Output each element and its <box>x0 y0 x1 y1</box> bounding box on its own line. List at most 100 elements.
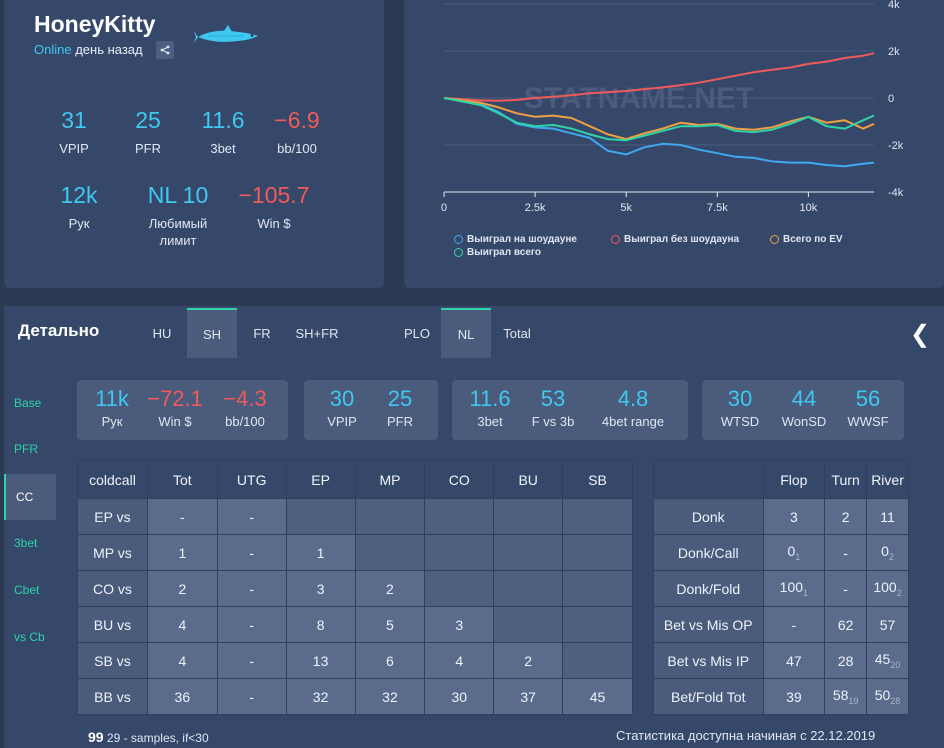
legend-dot-icon <box>611 235 620 244</box>
x-tick-label: 7.5k <box>707 202 728 214</box>
legend-no-showdown[interactable]: Выиграл без шоудауна <box>611 234 739 245</box>
tab-nl[interactable]: NL <box>441 308 491 358</box>
cell-value: Bet vs Mis IP <box>667 652 750 669</box>
table-cell: 6 <box>354 642 426 679</box>
legend-total[interactable]: Выиграл всего <box>454 247 541 258</box>
table-row: SB vs 4-13 6 4 2 <box>77 642 633 679</box>
side-nav-base[interactable]: Base <box>14 396 42 410</box>
series-line <box>443 52 875 102</box>
side-nav-3bet[interactable]: 3bet <box>14 536 38 550</box>
stat-label: Рук <box>68 216 90 231</box>
row-label: Donk/Fold <box>653 570 764 607</box>
side-nav-cbet[interactable]: Cbet <box>14 583 40 597</box>
table-row: EP vs - - <box>77 498 633 535</box>
column-header: CO <box>424 460 495 499</box>
tab-plo[interactable]: PLO <box>403 325 430 341</box>
stat-group-3bet: 11.6 3bet 53 F vs 3b 4.8 4bet range <box>452 380 688 440</box>
cell-value: 100 <box>779 579 804 596</box>
side-nav-vs-cb[interactable]: vs Cb <box>14 630 45 644</box>
stat-label: bb/100 <box>225 414 265 429</box>
table-cell: 02 <box>866 534 909 571</box>
samples-value: 99 <box>88 729 104 745</box>
cell-value: Bet vs Mis OP <box>663 616 753 633</box>
graph-card: 4k 2k 0 -2k -4k 0 2.5k 5k 7.5k 10k STATNAME.NET Вы… <box>404 0 944 288</box>
fish-icon <box>194 25 258 43</box>
side-nav-pfr[interactable]: PFR <box>14 442 38 456</box>
table-cell: 3 <box>424 606 495 643</box>
stat-value: −4.3 <box>223 386 267 411</box>
stat-value: 25 <box>135 107 161 133</box>
table-cell <box>424 570 495 607</box>
table-header-row: coldcall Tot UTG EP MP CO BU SB <box>77 460 633 499</box>
cell-sample-count: 1 <box>795 551 801 562</box>
cell-sample-count: 28 <box>890 695 901 706</box>
stat-4bet-range: 4.8 4bet range <box>592 386 674 429</box>
side-nav-cc[interactable]: CC <box>4 474 56 520</box>
watermark: STATNAME.NET <box>524 82 755 115</box>
table-cell: - <box>824 570 868 607</box>
table-cell: 57 <box>866 606 909 643</box>
stat-group-preflop: 30 VPIP 25 PFR <box>304 380 438 440</box>
stat-label: F vs 3b <box>531 414 575 429</box>
tab-sh[interactable]: SH <box>187 308 237 358</box>
table-cell: 36 <box>146 678 218 715</box>
table-cell: 2 <box>493 642 564 679</box>
chevron-left-icon[interactable]: ❮ <box>910 321 931 348</box>
stat-label: VPIP <box>327 414 357 429</box>
table-cell <box>493 498 564 535</box>
column-header: coldcall <box>77 460 148 499</box>
stat-value: NL 10 <box>147 182 209 208</box>
table-cell <box>354 498 426 535</box>
table-cell: 32 <box>285 678 356 715</box>
table-cell <box>562 534 633 571</box>
cell-sample-count: 2 <box>896 587 902 598</box>
table-cell: 4 <box>146 606 218 643</box>
column-header: Tot <box>146 460 218 499</box>
row-label: Bet vs Mis OP <box>653 606 764 643</box>
player-name: HoneyKitty <box>34 11 156 37</box>
table-cell <box>493 606 564 643</box>
x-tick-label: 0 <box>441 202 447 214</box>
table-cell: 2 <box>354 570 426 607</box>
tab-hu[interactable]: HU <box>152 325 172 341</box>
samples-text: 29 - samples, if<30 <box>106 731 209 745</box>
table-cell: 5819 <box>824 678 868 715</box>
row-label: Bet/Fold Tot <box>653 678 764 715</box>
table-cell: 4 <box>146 642 218 679</box>
stat-win-dollars: −105.7 Win $ <box>232 182 316 232</box>
table-cell: 5 <box>354 606 426 643</box>
table-cell <box>562 606 633 643</box>
table-row: Donk 3 2 11 <box>653 498 909 535</box>
tab-sh-fr[interactable]: SH+FR <box>295 325 339 341</box>
stat-label: Рук <box>101 414 123 429</box>
stat-value: 53 <box>540 386 566 411</box>
table-cell: - <box>216 534 287 571</box>
tab-fr[interactable]: FR <box>253 325 271 341</box>
column-header: EP <box>285 460 356 499</box>
stat-label: 3bet <box>210 141 236 156</box>
cell-sample-count: 2 <box>888 551 894 562</box>
cell-value: 45 <box>874 651 891 668</box>
tab-total[interactable]: Total <box>503 325 531 341</box>
legend-showdown[interactable]: Выиграл на шоудауне <box>454 234 577 245</box>
column-header: UTG <box>216 460 287 499</box>
samples-note: 99 29 - samples, if<30 <box>88 729 209 745</box>
stat-value: 25 <box>387 386 413 411</box>
share-icon <box>160 45 170 55</box>
row-label: Bet vs Mis IP <box>653 642 764 679</box>
stat-label: WTSD <box>720 414 760 429</box>
stat-label: bb/100 <box>277 141 317 156</box>
column-header <box>653 460 764 499</box>
stat-3bet: 11.6 3bet <box>464 386 516 429</box>
row-label: Donk/Call <box>653 534 764 571</box>
status-line: Online день назад <box>34 42 143 57</box>
stat-wtsd: 30 WTSD <box>712 386 768 429</box>
cell-value: 50 <box>874 687 891 704</box>
share-button[interactable] <box>156 41 174 59</box>
cell-value: 0 <box>787 543 796 560</box>
table-cell: 1002 <box>866 570 909 607</box>
legend-ev[interactable]: Всего по EV <box>770 234 843 245</box>
table-cell <box>424 498 495 535</box>
cell-value: - <box>843 544 848 561</box>
row-label: MP vs <box>77 534 148 571</box>
